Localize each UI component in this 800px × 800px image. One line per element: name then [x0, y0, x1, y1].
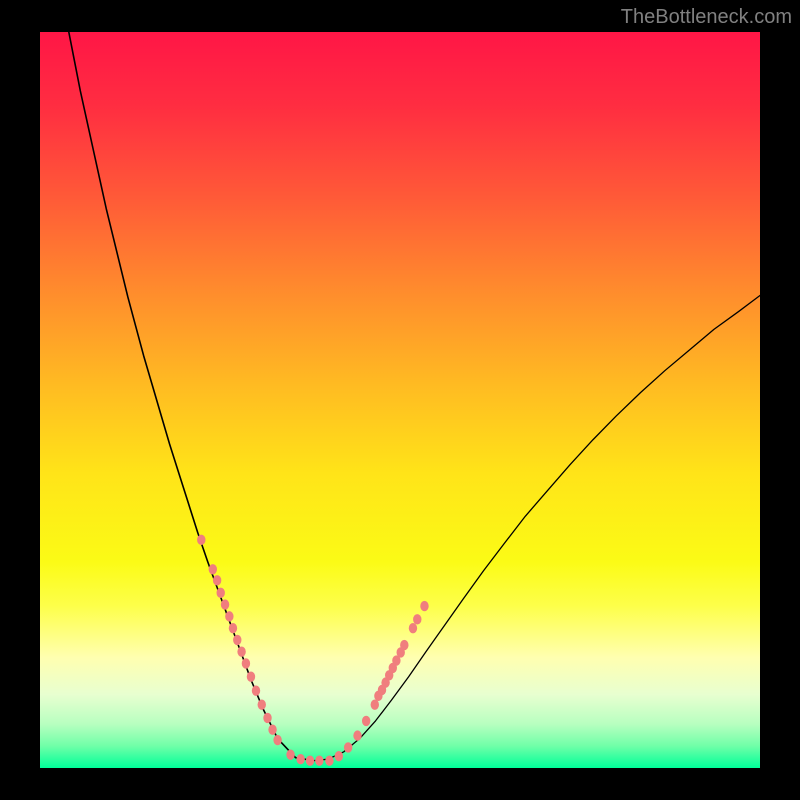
marker-dot: [209, 564, 217, 574]
marker-dot: [296, 754, 304, 764]
marker-dot: [263, 713, 271, 723]
marker-dot: [325, 755, 333, 765]
bottleneck-curve-chart: [40, 32, 760, 768]
watermark-text: TheBottleneck.com: [621, 6, 792, 29]
marker-dot: [213, 575, 221, 585]
marker-dot: [362, 716, 370, 726]
marker-dot: [400, 640, 408, 650]
marker-dot: [371, 700, 379, 710]
marker-dot: [258, 700, 266, 710]
marker-dot: [221, 599, 229, 609]
marker-dot: [247, 672, 255, 682]
marker-dot: [344, 742, 352, 752]
marker-dot: [229, 623, 237, 633]
marker-dot: [286, 750, 294, 760]
marker-dot: [353, 730, 361, 740]
marker-dot: [268, 725, 276, 735]
marker-dot: [242, 658, 250, 668]
marker-dot: [197, 535, 205, 545]
plot-area: [40, 32, 760, 768]
marker-dot: [252, 686, 260, 696]
chart-frame: TheBottleneck.com: [0, 0, 800, 800]
marker-dot: [409, 623, 417, 633]
marker-dot: [420, 601, 428, 611]
marker-dot: [335, 751, 343, 761]
marker-dot: [315, 755, 323, 765]
marker-dot: [273, 735, 281, 745]
marker-dot: [233, 635, 241, 645]
marker-dot: [237, 647, 245, 657]
marker-dot: [413, 614, 421, 624]
marker-dot: [217, 588, 225, 598]
gradient-background: [40, 32, 760, 768]
marker-dot: [306, 755, 314, 765]
marker-dot: [225, 611, 233, 621]
